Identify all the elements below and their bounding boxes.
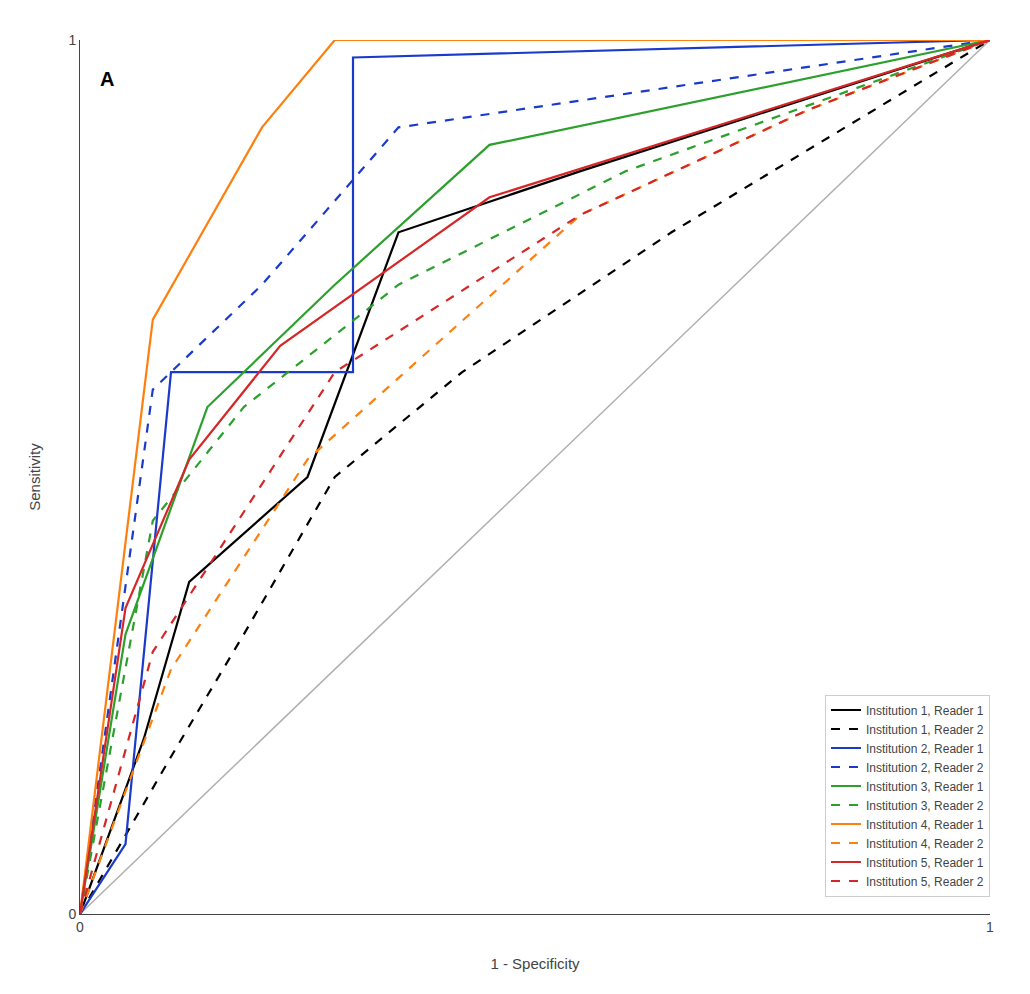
- svg-text:Sensitivity: Sensitivity: [26, 443, 43, 511]
- svg-text:Institution 5, Reader 1: Institution 5, Reader 1: [866, 856, 984, 870]
- svg-text:Institution 5, Reader 2: Institution 5, Reader 2: [866, 875, 984, 889]
- svg-text:Institution 4, Reader 1: Institution 4, Reader 1: [866, 818, 984, 832]
- svg-text:Institution 2, Reader 1: Institution 2, Reader 1: [866, 742, 984, 756]
- svg-text:1: 1: [986, 919, 994, 935]
- svg-text:Institution 1, Reader 2: Institution 1, Reader 2: [866, 723, 984, 737]
- svg-text:Institution 4, Reader 2: Institution 4, Reader 2: [866, 837, 984, 851]
- svg-text:Institution 3, Reader 2: Institution 3, Reader 2: [866, 799, 984, 813]
- svg-text:Institution 2, Reader 2: Institution 2, Reader 2: [866, 761, 984, 775]
- svg-text:1: 1: [68, 32, 76, 48]
- svg-text:1 - Specificity: 1 - Specificity: [490, 955, 580, 972]
- svg-text:A: A: [100, 68, 114, 90]
- svg-text:0: 0: [76, 919, 84, 935]
- svg-text:Institution 3, Reader 1: Institution 3, Reader 1: [866, 780, 984, 794]
- svg-text:0: 0: [68, 906, 76, 922]
- svg-text:Institution 1, Reader 1: Institution 1, Reader 1: [866, 704, 984, 718]
